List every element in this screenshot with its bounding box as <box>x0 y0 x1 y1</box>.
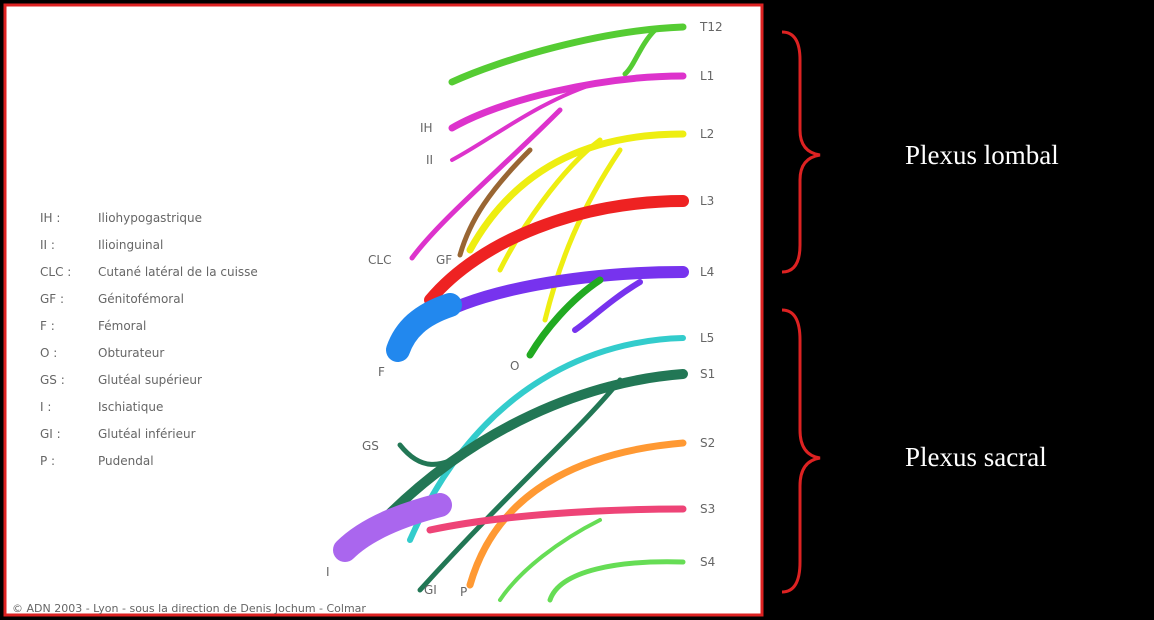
legend-name: Ischiatique <box>98 400 163 414</box>
legend-abbr: II : <box>40 238 55 252</box>
root-label: S1 <box>700 367 715 381</box>
legend-abbr: I : <box>40 400 51 414</box>
branch-label: GF <box>436 253 452 267</box>
legend-name: Pudendal <box>98 454 154 468</box>
branch-label: IH <box>420 121 433 135</box>
root-label: S4 <box>700 555 715 569</box>
legend-abbr: IH : <box>40 211 60 225</box>
legend: IH : Iliohypogastrique II : Ilioinguinal CLC… <box>40 211 258 468</box>
legend-name: Fémoral <box>98 319 146 333</box>
brace <box>781 308 821 594</box>
root-label: L5 <box>700 331 714 345</box>
root-label: L2 <box>700 127 714 141</box>
branch-label: CLC <box>368 253 391 267</box>
branch-label: F <box>378 365 385 379</box>
legend-name: Glutéal inférieur <box>98 427 196 441</box>
branch-label: GS <box>362 439 379 453</box>
branch-label: O <box>510 359 519 373</box>
legend-name: Génitofémoral <box>98 292 184 306</box>
branch-label: P <box>460 585 467 599</box>
legend-name: Iliohypogastrique <box>98 211 202 225</box>
root-labels: T12 L1 L2 L3 L4 L5 S1 S2 S3 S4 <box>699 20 723 569</box>
branch-label: II <box>426 153 433 167</box>
legend-name: Ilioinguinal <box>98 238 163 252</box>
legend-abbr: CLC : <box>40 265 71 279</box>
root-label: S3 <box>700 502 715 516</box>
legend-abbr: P : <box>40 454 55 468</box>
root-label: S2 <box>700 436 715 450</box>
legend-abbr: O : <box>40 346 57 360</box>
credit: © ADN 2003 - Lyon - sous la direction de… <box>12 602 366 615</box>
group-label: Plexus lombal <box>905 140 1059 170</box>
root-label: L4 <box>700 265 714 279</box>
branch-labels: IH II CLC GF F O GS I GI P <box>326 121 519 599</box>
legend-abbr: GI : <box>40 427 61 441</box>
group-label: Plexus sacral <box>905 442 1047 472</box>
branch-label: GI <box>424 583 437 597</box>
legend-abbr: F : <box>40 319 55 333</box>
legend-name: Cutané latéral de la cuisse <box>98 265 258 279</box>
legend-abbr: GS : <box>40 373 65 387</box>
root-label: L1 <box>700 69 714 83</box>
root-label: L3 <box>700 194 714 208</box>
branch-label: I <box>326 565 330 579</box>
root-label: T12 <box>699 20 723 34</box>
legend-name: Glutéal supérieur <box>98 373 202 387</box>
brace <box>781 30 821 274</box>
legend-name: Obturateur <box>98 346 164 360</box>
nerves <box>333 23 689 603</box>
legend-abbr: GF : <box>40 292 64 306</box>
